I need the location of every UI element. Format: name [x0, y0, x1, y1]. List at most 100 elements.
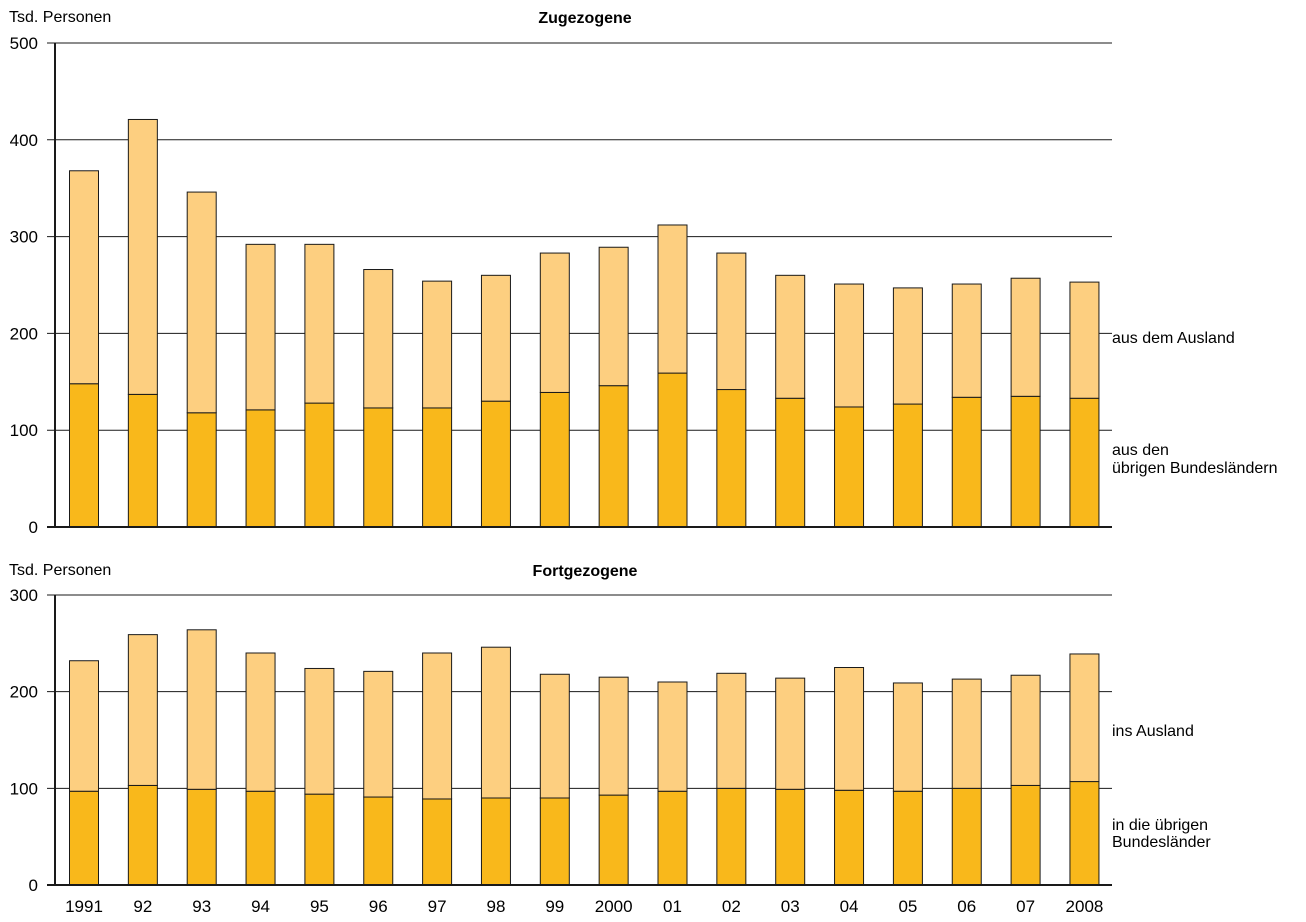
bar-lower-segment — [716, 787, 747, 886]
bar-upper-segment — [951, 678, 982, 789]
bar-lower-segment — [245, 409, 276, 528]
bar-upper-segment — [892, 682, 923, 792]
x-tick-label: 99 — [545, 897, 564, 916]
x-tick-label: 04 — [840, 897, 859, 916]
bar-upper-segment — [834, 283, 865, 408]
bar-upper-segment — [422, 652, 453, 800]
legend-label-lower: übrigen Bundesländern — [1112, 460, 1277, 477]
bar-upper-segment — [1069, 281, 1100, 399]
bar-lower-segment — [716, 389, 747, 528]
x-tick-label: 03 — [781, 897, 800, 916]
x-tick-label: 98 — [486, 897, 505, 916]
bar-lower-segment — [304, 402, 335, 528]
y-tick-label: 200 — [10, 683, 38, 702]
x-tick-label: 07 — [1016, 897, 1035, 916]
bar-upper-segment — [304, 243, 335, 404]
bar-lower-segment — [775, 397, 806, 528]
bar-lower-segment — [892, 790, 923, 886]
legend-label-upper: ins Ausland — [1112, 723, 1194, 740]
bar-lower-segment — [363, 407, 394, 528]
y-tick-label: 300 — [10, 228, 38, 247]
bar-lower-segment — [775, 788, 806, 886]
y-tick-label: 0 — [29, 518, 38, 537]
y-tick-label: 100 — [10, 779, 38, 798]
bar-lower-segment — [127, 393, 158, 528]
bar-upper-segment — [69, 170, 99, 385]
x-tick-label: 06 — [957, 897, 976, 916]
legend-label-upper: aus dem Ausland — [1112, 330, 1235, 347]
bar-lower-segment — [951, 396, 982, 528]
bar-lower-segment — [480, 797, 511, 886]
x-tick-label: 92 — [133, 897, 152, 916]
bar-upper-segment — [598, 246, 629, 387]
bar-lower-segment — [422, 407, 453, 528]
bar-upper-segment — [480, 646, 511, 799]
y-tick-label: 200 — [10, 324, 38, 343]
x-tick-label: 94 — [251, 897, 270, 916]
bar-upper-segment — [69, 660, 99, 792]
legend-label-lower: aus den — [1112, 442, 1169, 459]
y-tick-label: 100 — [10, 421, 38, 440]
bar-upper-segment — [127, 634, 158, 786]
bar-lower-segment — [834, 789, 865, 886]
bar-upper-segment — [657, 224, 688, 374]
bar-upper-segment — [539, 252, 570, 393]
bar-upper-segment — [1010, 277, 1041, 397]
x-tick-label: 95 — [310, 897, 329, 916]
x-tick-label: 01 — [663, 897, 682, 916]
x-tick-label: 05 — [898, 897, 917, 916]
bar-lower-segment — [1069, 781, 1100, 886]
x-tick-label: 02 — [722, 897, 741, 916]
chart-title: Fortgezogene — [533, 563, 638, 580]
bar-upper-segment — [304, 667, 335, 795]
bar-lower-segment — [69, 383, 99, 528]
bar-upper-segment — [775, 274, 806, 399]
bar-lower-segment — [422, 798, 453, 886]
chart-panel-2: Tsd. Personen Fortgezogene 0 100 200 300 1991 9… — [9, 562, 1211, 916]
bar-upper-segment — [127, 118, 158, 395]
bar-lower-segment — [834, 406, 865, 528]
bar-lower-segment — [657, 372, 688, 528]
bar-lower-segment — [1010, 784, 1041, 886]
bar-upper-segment — [951, 283, 982, 398]
y-tick-label: 0 — [29, 876, 38, 895]
bar-lower-segment — [598, 794, 629, 886]
x-tick-label: 1991 — [65, 897, 103, 916]
bar-upper-segment — [775, 677, 806, 790]
bar-lower-segment — [892, 403, 923, 528]
bar-upper-segment — [186, 629, 217, 790]
bar-lower-segment — [1069, 397, 1100, 528]
bar-lower-segment — [951, 787, 982, 886]
bar-upper-segment — [716, 672, 747, 789]
legend-label-lower: Bundesländer — [1112, 834, 1211, 851]
bar-upper-segment — [716, 252, 747, 391]
bar-upper-segment — [422, 280, 453, 409]
bar-lower-segment — [363, 796, 394, 886]
y-axis-label: Tsd. Personen — [9, 9, 111, 26]
bar-upper-segment — [186, 191, 217, 414]
x-tick-label: 2000 — [595, 897, 633, 916]
bar-upper-segment — [1010, 674, 1041, 786]
chart-panel-1: Tsd. Personen Zugezogene 0 100 200 300 400 500 a… — [9, 9, 1277, 537]
bar-upper-segment — [598, 676, 629, 796]
bar-upper-segment — [1069, 653, 1100, 783]
bar-upper-segment — [363, 269, 394, 409]
bar-lower-segment — [480, 400, 511, 528]
bar-upper-segment — [657, 681, 688, 792]
bar-lower-segment — [1010, 395, 1041, 528]
bar-lower-segment — [127, 784, 158, 886]
y-tick-label: 500 — [10, 34, 38, 53]
x-tick-label: 93 — [192, 897, 211, 916]
y-tick-label: 400 — [10, 131, 38, 150]
legend-label-lower: in die übrigen — [1112, 817, 1208, 834]
bar-lower-segment — [539, 797, 570, 886]
bar-lower-segment — [69, 790, 99, 886]
bar-lower-segment — [304, 793, 335, 886]
chart-title: Zugezogene — [538, 10, 631, 27]
bar-upper-segment — [245, 652, 276, 792]
bar-lower-segment — [598, 385, 629, 528]
bar-lower-segment — [657, 790, 688, 886]
bar-upper-segment — [892, 287, 923, 405]
bar-lower-segment — [539, 391, 570, 528]
bar-upper-segment — [480, 274, 511, 402]
